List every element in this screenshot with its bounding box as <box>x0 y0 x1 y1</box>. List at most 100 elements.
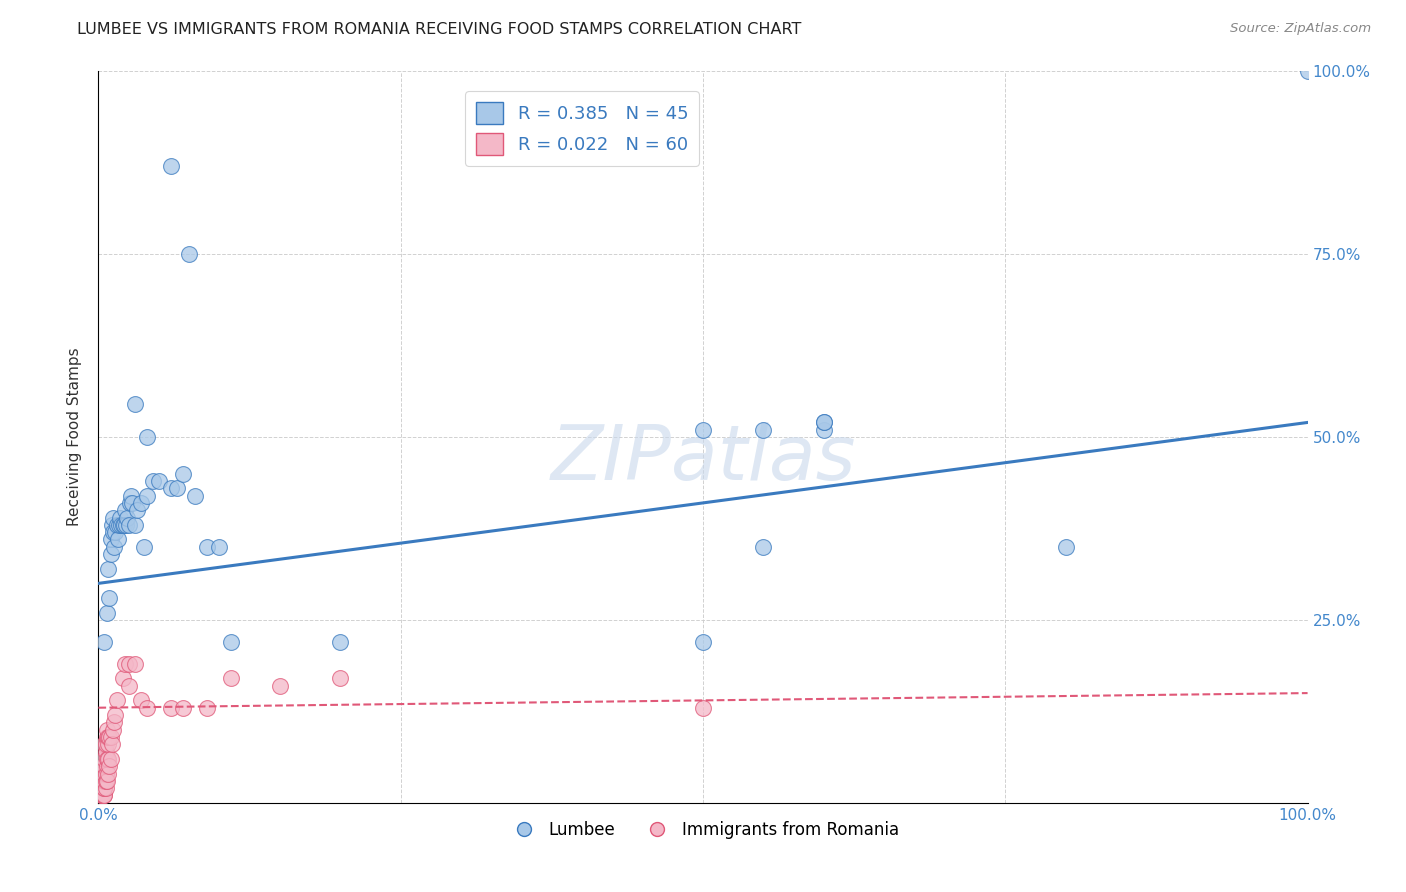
Point <box>93 773 115 788</box>
Point <box>172 467 194 481</box>
Point <box>160 700 183 714</box>
Point <box>114 503 136 517</box>
Point <box>160 481 183 495</box>
Point <box>195 700 218 714</box>
Point <box>91 789 114 803</box>
Point <box>269 679 291 693</box>
Point <box>115 517 138 532</box>
Point <box>93 766 115 780</box>
Point <box>100 737 122 751</box>
Point <box>91 766 114 780</box>
Point <box>90 781 112 796</box>
Point <box>94 745 117 759</box>
Point <box>329 635 352 649</box>
Point <box>135 489 157 503</box>
Point <box>118 679 141 693</box>
Point <box>107 533 129 547</box>
Point <box>108 510 131 524</box>
Point <box>93 781 115 796</box>
Point <box>121 496 143 510</box>
Point <box>93 737 115 751</box>
Point <box>98 730 121 744</box>
Point <box>93 759 115 773</box>
Point <box>91 789 114 803</box>
Point <box>124 517 146 532</box>
Point <box>94 766 117 780</box>
Point <box>108 517 131 532</box>
Point <box>752 540 775 554</box>
Point <box>90 789 112 803</box>
Point <box>1296 64 1319 78</box>
Point <box>813 423 835 437</box>
Point <box>114 657 136 671</box>
Point <box>100 730 122 744</box>
Point <box>93 789 115 803</box>
Point <box>148 474 170 488</box>
Point <box>221 672 243 686</box>
Point <box>96 759 118 773</box>
Point <box>97 752 120 766</box>
Point <box>104 525 127 540</box>
Point <box>111 672 134 686</box>
Point <box>172 700 194 714</box>
Point <box>93 752 115 766</box>
Point <box>100 547 122 561</box>
Point <box>97 730 120 744</box>
Point <box>111 517 134 532</box>
Point <box>100 752 122 766</box>
Point <box>91 781 114 796</box>
Point <box>142 474 165 488</box>
Point <box>91 789 114 803</box>
Text: LUMBEE VS IMMIGRANTS FROM ROMANIA RECEIVING FOOD STAMPS CORRELATION CHART: LUMBEE VS IMMIGRANTS FROM ROMANIA RECEIV… <box>77 22 801 37</box>
Y-axis label: Receiving Food Stamps: Receiving Food Stamps <box>67 348 83 526</box>
Point <box>110 517 132 532</box>
Point <box>124 397 146 411</box>
Point <box>118 657 141 671</box>
Point <box>105 517 128 532</box>
Point <box>98 759 121 773</box>
Point <box>94 737 117 751</box>
Point <box>96 606 118 620</box>
Point <box>179 247 201 261</box>
Point <box>91 789 114 803</box>
Point <box>100 533 122 547</box>
Point <box>94 781 117 796</box>
Point <box>129 693 152 707</box>
Point <box>160 160 183 174</box>
Point <box>93 781 115 796</box>
Point <box>117 510 139 524</box>
Point <box>692 635 714 649</box>
Point <box>135 430 157 444</box>
Point <box>221 635 243 649</box>
Point <box>91 773 114 788</box>
Point <box>124 657 146 671</box>
Point <box>184 489 207 503</box>
Point <box>93 773 115 788</box>
Point <box>96 723 118 737</box>
Point <box>112 517 135 532</box>
Point <box>208 540 231 554</box>
Point <box>329 672 352 686</box>
Point <box>93 789 115 803</box>
Text: ZIPatlas: ZIPatlas <box>550 422 856 496</box>
Point <box>104 708 127 723</box>
Point <box>91 781 114 796</box>
Point <box>105 693 128 707</box>
Point <box>101 510 124 524</box>
Point <box>100 517 122 532</box>
Point <box>93 635 115 649</box>
Point <box>135 700 157 714</box>
Point <box>101 525 124 540</box>
Point <box>97 737 120 751</box>
Point <box>97 562 120 576</box>
Point <box>1054 540 1077 554</box>
Point <box>692 423 714 437</box>
Point <box>813 416 835 430</box>
Point <box>91 781 114 796</box>
Legend: Lumbee, Immigrants from Romania: Lumbee, Immigrants from Romania <box>501 814 905 846</box>
Point <box>692 700 714 714</box>
Point <box>103 715 125 730</box>
Point <box>97 766 120 780</box>
Point <box>813 416 835 430</box>
Point <box>96 730 118 744</box>
